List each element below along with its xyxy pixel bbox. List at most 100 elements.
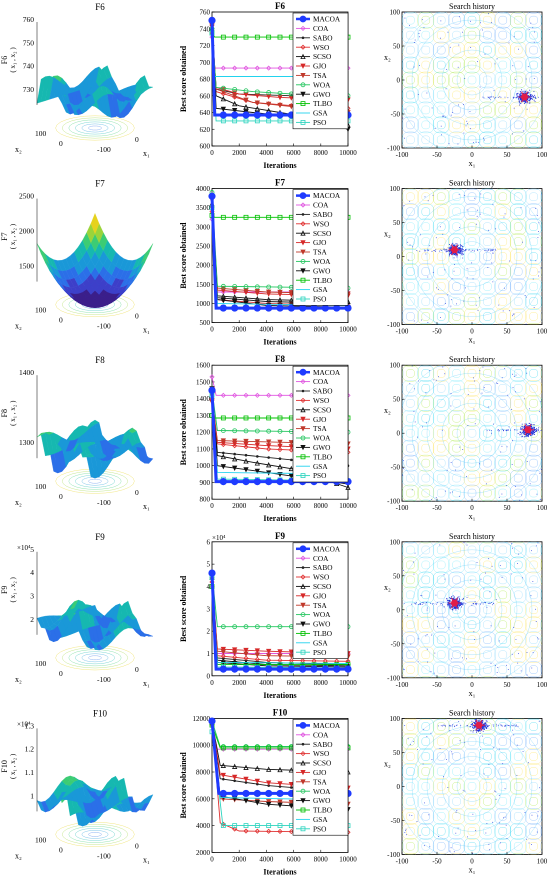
- search-point: [446, 250, 448, 252]
- series-marker: [288, 799, 294, 806]
- search-point: [527, 92, 529, 94]
- contour-ring: [514, 252, 523, 261]
- search-point: [491, 96, 493, 98]
- search-point: [479, 86, 481, 88]
- legend-entry-wso: WSO: [296, 43, 329, 52]
- contour-ring: [529, 297, 538, 306]
- legend-entry-tsa: TSA: [296, 601, 328, 610]
- series-marker: [232, 456, 238, 462]
- search-point: [520, 95, 522, 97]
- search-point: [498, 304, 500, 306]
- search-point: [507, 394, 509, 396]
- contour-ring: [498, 282, 507, 291]
- contour-ring: [529, 399, 538, 408]
- contour-ring: [514, 45, 523, 55]
- contour-ring: [406, 575, 415, 585]
- search-point: [435, 249, 437, 251]
- series-marker: [232, 438, 238, 444]
- search-point: [411, 489, 413, 491]
- search-point: [460, 249, 462, 251]
- search-point: [458, 605, 460, 607]
- contour-ring: [494, 188, 511, 205]
- search-point: [446, 249, 448, 251]
- search-point: [513, 627, 515, 628]
- contour-ring: [510, 41, 527, 59]
- series-marker: [300, 63, 306, 69]
- search-point: [520, 433, 522, 435]
- search-point: [518, 100, 520, 102]
- search-point: [492, 96, 494, 98]
- contour-ring: [510, 233, 527, 250]
- series-marker: [265, 665, 273, 673]
- z-tick-label: 1300: [19, 438, 34, 447]
- x2-tick-0: 0: [59, 845, 63, 854]
- series-marker: [254, 445, 260, 451]
- search-point: [498, 496, 500, 498]
- contour-ring: [433, 631, 450, 648]
- search-point: [453, 605, 455, 607]
- contour-ring: [421, 267, 430, 276]
- series-marker: [232, 93, 238, 99]
- series-marker: [243, 651, 249, 657]
- search-point: [523, 101, 525, 103]
- series-marker: [266, 653, 272, 659]
- search-point: [420, 595, 422, 596]
- contour-ring: [514, 207, 523, 216]
- series-marker: [208, 16, 216, 24]
- contour-ring: [527, 12, 540, 14]
- legend-entry-tlbo: TLBO: [296, 99, 332, 108]
- contour-ring: [402, 410, 419, 427]
- series-marker: [219, 665, 227, 673]
- series-marker: [288, 803, 294, 809]
- search-point: [454, 244, 456, 246]
- series-marker: [277, 746, 283, 752]
- legend-entry-woa: WOA: [296, 80, 331, 89]
- contour-ring: [421, 30, 430, 40]
- contour-ring: [498, 590, 507, 600]
- search-point: [454, 253, 456, 255]
- series-marker: [277, 649, 283, 655]
- contour-ring: [525, 439, 542, 457]
- series-marker: [232, 108, 238, 114]
- search-point: [449, 604, 451, 606]
- contour-ring: [494, 454, 511, 472]
- contour-ring: [545, 369, 550, 377]
- search-point: [486, 430, 488, 432]
- contour-ring: [422, 178, 430, 186]
- search-history-6: Search history-100-100-50-50005050100100…: [384, 1, 550, 168]
- legend-label: WSO: [313, 219, 329, 228]
- contour-ring: [437, 105, 446, 115]
- contour-ring: [545, 91, 550, 99]
- contour-ring: [529, 120, 538, 130]
- contour-ring: [467, 105, 477, 115]
- legend-label: SCSO: [313, 52, 331, 61]
- series-marker: [300, 435, 306, 441]
- search-point: [433, 250, 435, 251]
- contour-ring: [448, 26, 465, 44]
- contour-ring: [391, 268, 399, 276]
- search-point: [518, 553, 519, 555]
- series-marker: [220, 464, 226, 470]
- search-point: [534, 101, 536, 103]
- series-marker: [266, 289, 272, 295]
- search-point: [524, 423, 526, 425]
- series-marker: [266, 428, 272, 434]
- search-point: [462, 253, 464, 255]
- search-point: [519, 91, 521, 93]
- contour-ring: [391, 546, 399, 554]
- legend-entry-tlbo: TLBO: [296, 452, 332, 461]
- contour-ring: [512, 365, 525, 367]
- best-solution-ray: [527, 429, 532, 436]
- contour-ring: [540, 74, 542, 86]
- search-point: [456, 303, 457, 305]
- search-point: [460, 251, 462, 253]
- history-x-tick-label: 50: [504, 504, 512, 512]
- search-point: [435, 379, 437, 381]
- contour-ring: [499, 1, 507, 9]
- floor-contour: [61, 823, 129, 845]
- search-point: [421, 19, 423, 21]
- search-point: [522, 241, 523, 243]
- history-title: Search history: [449, 179, 495, 188]
- search-point: [532, 95, 534, 97]
- contour-ring: [433, 541, 450, 559]
